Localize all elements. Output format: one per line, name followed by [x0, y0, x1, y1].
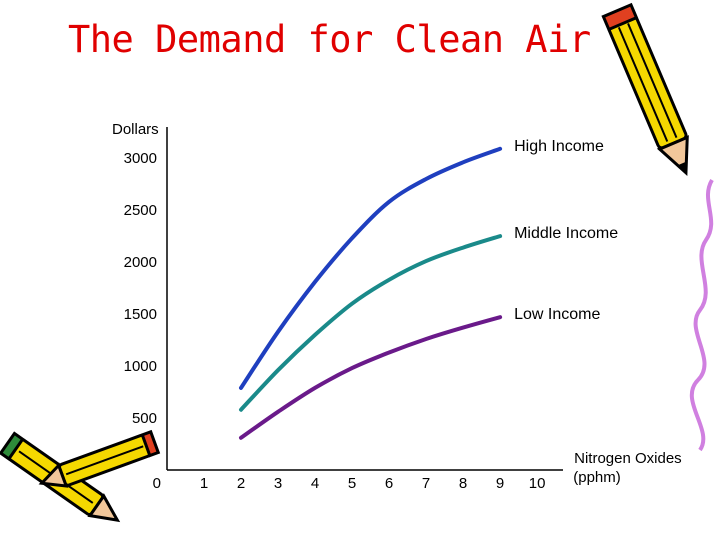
slide-title: The Demand for Clean Air	[68, 18, 591, 61]
series-line-high-income	[239, 146, 503, 390]
x-tick-label: 7	[422, 475, 430, 492]
y-tick-label: 2000	[124, 254, 157, 271]
x-tick-label: 3	[274, 475, 282, 492]
y-tick-label: 2500	[124, 202, 157, 219]
x-tick-label: 4	[311, 475, 319, 492]
series-lines	[239, 146, 503, 440]
y-tick-label: 1000	[124, 358, 157, 375]
x-tick-label: 0	[153, 475, 161, 492]
x-axis-label-line-1: Nitrogen Oxides	[574, 450, 682, 467]
x-tick-label: 6	[385, 475, 393, 492]
x-axis-label-line-2: (pphm)	[573, 469, 621, 486]
x-tick-labels: 0 1 2 3 4 5 6 7 8 9 10	[153, 475, 546, 492]
squiggle-decoration	[689, 178, 714, 452]
series-labels: High Income Middle Income Low Income	[514, 138, 618, 323]
pencil-icon	[601, 2, 689, 176]
y-axis-label: Dollars	[112, 121, 159, 138]
y-tick-label: 3000	[124, 150, 157, 167]
y-tick-label: 1500	[124, 306, 157, 323]
series-line-middle-income	[239, 234, 503, 412]
series-label-high-income: High Income	[514, 138, 604, 155]
x-axis-label: Nitrogen Oxides (pphm)	[573, 450, 686, 486]
x-tick-label: 5	[348, 475, 356, 492]
x-tick-label: 8	[459, 475, 467, 492]
x-tick-label: 1	[200, 475, 208, 492]
x-tick-label: 2	[237, 475, 245, 492]
series-label-middle-income: Middle Income	[514, 225, 618, 242]
x-tick-label: 10	[529, 475, 546, 492]
x-tick-label: 9	[496, 475, 504, 492]
series-line-low-income	[239, 315, 503, 440]
pencils-icon	[0, 429, 161, 523]
y-tick-labels: 500 1000 1500 2000 2500 3000	[124, 150, 157, 427]
series-label-low-income: Low Income	[514, 306, 600, 323]
y-tick-label: 500	[132, 410, 157, 427]
